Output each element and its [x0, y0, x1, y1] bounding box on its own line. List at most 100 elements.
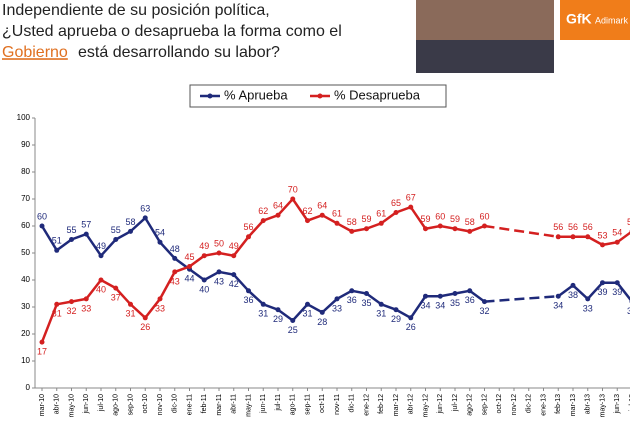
y-tick-label: 10 — [21, 356, 30, 365]
x-tick-label: jul-13 — [629, 394, 630, 412]
point — [157, 296, 163, 302]
data-label: 31 — [302, 309, 312, 319]
point — [319, 212, 325, 218]
data-label: 56 — [553, 222, 563, 232]
data-label: 49 — [199, 241, 209, 251]
data-label: 57 — [81, 219, 91, 229]
x-tick-label: may-12 — [422, 394, 429, 417]
point — [260, 301, 266, 307]
data-label: 43 — [214, 276, 224, 286]
data-label: 64 — [317, 201, 327, 211]
data-label: 70 — [288, 184, 298, 194]
data-label: 38 — [568, 290, 578, 300]
y-tick-label: 40 — [21, 275, 30, 284]
title-line: ¿Usted aprueba o desaprueba la forma com… — [2, 23, 342, 40]
y-tick-label: 0 — [26, 383, 31, 392]
series-line — [557, 281, 630, 302]
x-tick-label: dic-12 — [526, 394, 533, 413]
data-label: 56 — [583, 222, 593, 232]
point — [172, 255, 178, 261]
point — [423, 293, 428, 299]
point — [290, 196, 296, 202]
point — [437, 223, 443, 229]
data-label: 25 — [288, 325, 298, 335]
data-label: 61 — [332, 209, 342, 219]
x-tick-label: jun-10 — [83, 394, 90, 415]
data-label: 36 — [243, 295, 253, 305]
x-tick-label: sep-10 — [127, 394, 134, 416]
x-tick-label: abr-13 — [585, 394, 592, 414]
legend-label: % Desaprueba — [334, 87, 421, 102]
x-tick-label: oct-11 — [319, 394, 326, 413]
point — [157, 239, 163, 245]
data-label: 26 — [140, 322, 150, 332]
logo-sub: Adimark — [595, 15, 629, 25]
data-label: 34 — [553, 301, 563, 311]
data-label: 62 — [258, 206, 268, 216]
point — [614, 239, 620, 245]
point — [39, 339, 45, 345]
x-tick-label: abr-12 — [408, 394, 415, 414]
data-label: 59 — [450, 214, 460, 224]
x-tick-label: jun-11 — [260, 394, 267, 414]
x-tick-label: sep-11 — [304, 394, 311, 415]
legend-marker — [317, 93, 323, 99]
data-label: 65 — [391, 198, 401, 208]
x-tick-label: mar-13 — [570, 394, 577, 416]
x-tick-label: may-13 — [599, 394, 606, 417]
y-tick-label: 70 — [21, 194, 30, 203]
y-tick-label: 80 — [21, 167, 30, 176]
data-label: 39 — [597, 287, 607, 297]
x-tick-label: jun-12 — [437, 394, 444, 415]
point — [423, 226, 428, 232]
point — [216, 250, 222, 256]
data-label: 67 — [406, 192, 416, 202]
logo: GfK — [566, 11, 592, 27]
point — [364, 291, 369, 296]
point — [231, 272, 237, 278]
point — [452, 291, 458, 296]
data-label: 32 — [627, 306, 630, 316]
data-label: 60 — [37, 211, 47, 221]
point — [305, 301, 310, 307]
point — [275, 307, 281, 313]
x-tick-label: may-11 — [245, 394, 252, 417]
data-label: 58 — [465, 217, 475, 227]
y-tick-label: 100 — [17, 113, 31, 122]
data-label: 35 — [361, 298, 371, 308]
gap-dash — [484, 224, 559, 239]
x-tick-label: nov-10 — [157, 394, 164, 416]
data-label: 37 — [111, 292, 121, 302]
point — [600, 280, 605, 286]
data-label: 43 — [170, 276, 180, 286]
data-label: 34 — [435, 301, 445, 311]
point — [216, 269, 222, 275]
data-label: 53 — [597, 230, 607, 240]
point — [128, 228, 133, 234]
point — [142, 315, 148, 321]
data-label: 39 — [612, 287, 622, 297]
legend-label: % Aprueba — [224, 87, 288, 102]
point — [260, 218, 266, 224]
point — [54, 301, 60, 307]
point — [334, 220, 340, 226]
point — [585, 296, 591, 302]
data-label: 54 — [612, 228, 622, 238]
x-tick-label: ago-11 — [290, 394, 297, 415]
point — [585, 234, 591, 240]
point — [482, 223, 487, 229]
point — [98, 277, 104, 283]
title-link[interactable]: Gobierno — [2, 44, 68, 61]
point — [39, 223, 45, 229]
y-tick-label: 30 — [21, 302, 30, 311]
x-tick-label: jun-13 — [614, 394, 621, 415]
point — [570, 234, 576, 240]
point — [69, 299, 74, 305]
data-label: 56 — [568, 222, 578, 232]
point — [172, 269, 178, 275]
data-label: 44 — [184, 274, 194, 284]
x-tick-label: dic-11 — [349, 394, 356, 413]
data-label: 32 — [479, 306, 489, 316]
point — [201, 277, 207, 283]
